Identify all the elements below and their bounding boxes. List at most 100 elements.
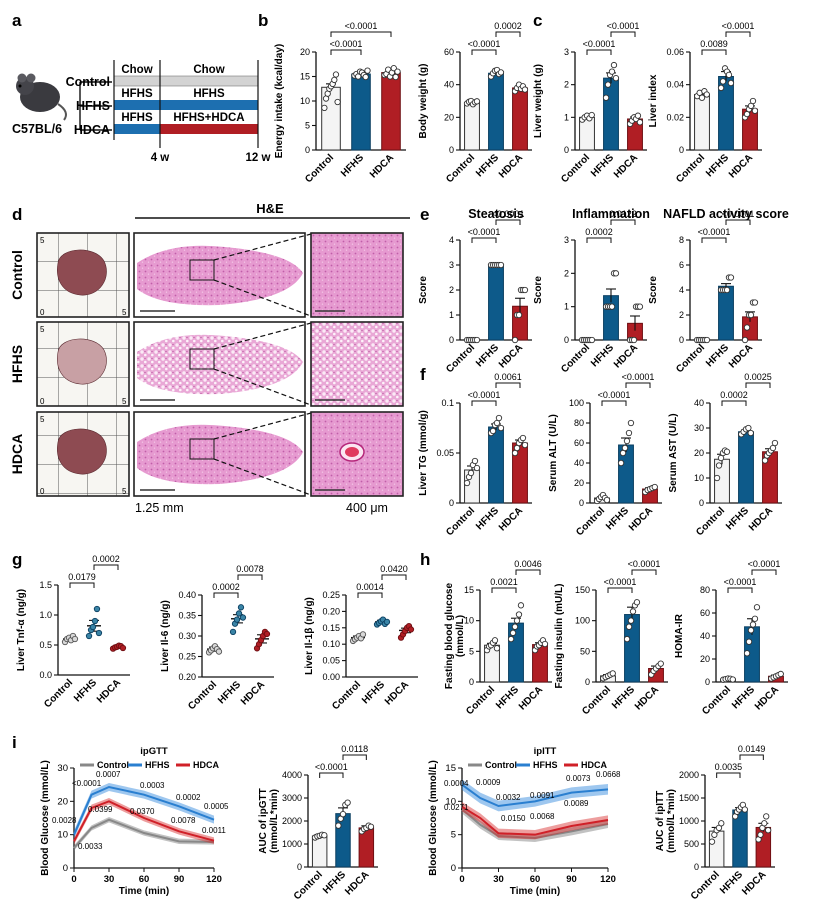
- y-tick-label: 60: [444, 47, 454, 57]
- x-tick-label-control: Control: [674, 152, 707, 185]
- significance-bracket: [471, 400, 497, 406]
- x-tick-label: 120: [206, 874, 222, 885]
- data-point: [747, 311, 755, 319]
- x-tick-label-hdca: HDCA: [497, 342, 525, 370]
- y-axis-label: AUC of ipITT(mmol/L*min): [655, 789, 677, 853]
- x-tick-label-hdca: HDCA: [497, 505, 525, 533]
- data-point: [612, 270, 620, 277]
- significance-bracket: [515, 569, 541, 575]
- y-axis-label: Fasting blood glucose(mmol/L): [444, 583, 466, 690]
- significance-bracket: [69, 582, 95, 588]
- legend-label-control: Control: [485, 760, 517, 770]
- data-point: [237, 604, 245, 611]
- data-point: [489, 427, 497, 435]
- data-point: [729, 676, 736, 683]
- y-tick-label: 2: [564, 268, 569, 278]
- data-point: [761, 820, 768, 827]
- data-point: [407, 626, 415, 633]
- significance-bracket: [237, 574, 263, 580]
- p-value-label: 0.0005: [204, 802, 229, 811]
- chart-il6: 0.20 0.25 0.30 0.35 0.40 Liver Il-6 (ng/g) Con…: [160, 564, 274, 712]
- y-axis-label: Fasting insulin (mU/L): [554, 584, 565, 689]
- data-point: [771, 439, 779, 447]
- ruler-mark: 0: [40, 308, 45, 317]
- data-point: [332, 71, 340, 78]
- data-point: [233, 616, 241, 623]
- x-tick-label-hdca: HDCA: [517, 684, 545, 712]
- significance-bracket: [471, 237, 497, 243]
- series-line-hdca: [73, 800, 215, 842]
- x-tick-label-hdca: HDCA: [497, 152, 525, 180]
- x-tick-label-hfhs: HFHS: [604, 505, 631, 532]
- x-axis-label: Time (min): [119, 886, 169, 897]
- data-point: [497, 69, 505, 76]
- panel-label-i: i: [12, 733, 17, 752]
- data-point: [229, 628, 237, 636]
- bar-control: [694, 93, 710, 151]
- x-tick-label-hdca: HDCA: [747, 505, 775, 533]
- y-axis-label: Blood Glucose (mmol/L): [40, 760, 51, 876]
- data-point: [509, 629, 517, 637]
- sem-band-hdca: [462, 802, 608, 840]
- data-point: [718, 820, 725, 827]
- zoom-line: [213, 458, 312, 496]
- data-point: [467, 469, 475, 477]
- data-point: [515, 311, 523, 319]
- y-tick-label: 500: [684, 839, 699, 849]
- y-tick-label: 0: [585, 677, 590, 687]
- p-value-label: 0.0046: [514, 559, 542, 569]
- y-tick-label: 0: [449, 145, 454, 155]
- he-highmag-control: [310, 232, 404, 318]
- y-axis-label: Liver index: [648, 74, 659, 127]
- data-point: [321, 104, 328, 112]
- chart-title: ipITT: [534, 746, 557, 757]
- y-tick-label: 2000: [282, 816, 302, 826]
- p-value-label: 0.0002: [212, 582, 240, 592]
- y-tick-label: 0.00: [322, 672, 340, 682]
- y-tick-label: 3: [564, 235, 569, 245]
- y-tick-label: 0.05: [322, 656, 340, 666]
- x-tick-label: 0: [71, 874, 76, 885]
- data-point: [495, 414, 503, 422]
- y-tick-label: 0.1: [441, 398, 454, 408]
- data-point: [636, 303, 644, 310]
- x-tick-label-hfhs: HFHS: [360, 679, 387, 706]
- x-tick-label-hfhs: HFHS: [494, 684, 521, 711]
- data-point: [93, 605, 101, 613]
- x-tick-label-hdca: HDCA: [633, 684, 661, 712]
- data-point: [725, 71, 733, 79]
- x-tick-label: 0: [459, 874, 464, 885]
- y-axis-label: Blood Glucose (mmol/L): [428, 760, 439, 876]
- y-tick-label: 0: [679, 145, 684, 155]
- data-point: [747, 627, 755, 634]
- panel-label-c: c: [533, 11, 542, 30]
- x-tick-label-hfhs: HFHS: [321, 869, 348, 896]
- y-tick-label: 1000: [282, 839, 302, 849]
- significance-bracket: [625, 382, 651, 388]
- schema-group-hfhs: HFHS: [76, 99, 110, 113]
- data-point: [719, 78, 727, 85]
- data-point: [239, 614, 247, 621]
- data-point: [604, 81, 612, 88]
- data-point: [623, 635, 631, 643]
- x-tick-label-hfhs: HFHS: [610, 684, 637, 711]
- y-tick-label: 40: [700, 631, 710, 641]
- chart-ipitt: 0 5 10 15 0 30 60 90 120 Time (min) Blood Glucose …: [428, 746, 616, 897]
- chart-ipgtt: 0 10 20 30 0 30 60 90 120 Time (min) Blood Glucose…: [40, 746, 222, 897]
- he-tissue-section: [137, 424, 303, 485]
- y-tick-label: 20: [700, 654, 710, 664]
- p-value-label: 0.0009: [476, 778, 501, 787]
- y-tick-label: 4: [449, 235, 454, 245]
- y-tick-label: 0.15: [322, 623, 340, 633]
- y-tick-label: 2000: [679, 770, 699, 780]
- p-value-label: <0.0001: [724, 577, 757, 587]
- p-value-label: <0.0001: [583, 39, 616, 49]
- p-value-label: 0.0073: [566, 774, 591, 783]
- y-tick-label: 0.10: [322, 639, 340, 649]
- significance-bracket: [716, 772, 741, 778]
- y-tick-label: 0.05: [436, 448, 454, 458]
